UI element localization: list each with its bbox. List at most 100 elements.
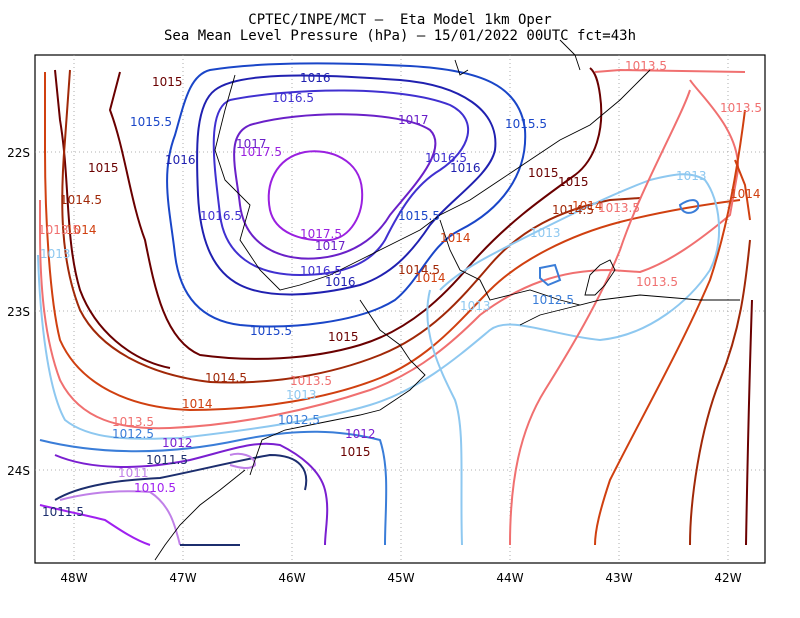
contour-label: 1016.5 [272,91,314,105]
isobar-1010.5 [39,504,151,546]
closed-isobar-small [678,199,700,214]
contour-label: 1014.5 [552,203,594,217]
contour-label: 1015 [328,330,359,344]
contour-label: 1017 [398,113,429,127]
contour-label: 1015.5 [505,117,547,131]
contour-label: 1015.5 [250,324,292,338]
isobar-1012 [54,442,329,546]
isobar-1011.5 [54,454,308,501]
contour-label: 1016.5 [200,209,242,223]
isobar-1012.5 [39,430,388,546]
contour-label: 1015 [528,166,559,180]
lon-tick-label: 45W [387,571,414,585]
contour-label: 1013.5 [720,101,762,115]
isobar-1017 [233,113,437,260]
isobar-1013 [37,173,721,440]
contour-label: 1017.5 [300,227,342,241]
contour-label: 1010.5 [134,481,176,495]
contour-label: 1014.5 [398,263,440,277]
isobar-1014 [44,72,741,411]
contour-label: 1015.5 [398,209,440,223]
isobar-1016.5 [212,89,469,276]
lat-tick-label: 24S [7,464,30,478]
isobars [37,62,753,546]
lon-tick-label: 42W [714,571,741,585]
contour-label: 1016.5 [425,151,467,165]
coastline [154,39,740,561]
title-line-2: Sea Mean Level Pressure (hPa) – 15/01/20… [163,28,636,44]
contour-label: 1014 [440,231,471,245]
contour-label: 1016.5 [300,264,342,278]
contour-label: 1013.5 [625,59,667,73]
map-frame [34,54,766,564]
contour-label: 1013.5 [38,223,80,237]
contour-label: 1017 [315,239,346,253]
lon-axis: 48W 47W 46W 45W 44W 43W 42W [60,571,741,585]
contour-label: 1013 [460,299,491,313]
graticule [35,55,765,563]
isobar-1014-east [594,109,746,546]
contour-label: 1012.5 [112,427,154,441]
contour-label: 1015.5 [130,115,172,129]
isobar-1011 [59,452,256,546]
isobar-1014.5-east [689,239,751,546]
contour-label: 1014 [182,397,213,411]
contour-label: 1014 [730,187,761,201]
isobar-1015-west [54,69,171,369]
closed-isobar-small-2 [539,263,562,287]
map-title: CPTEC/INPE/MCT – Eta Model 1km Oper Sea … [0,12,800,44]
contour-label: 1015 [340,445,371,459]
contour-label: 1014 [572,199,603,213]
lon-tick-label: 44W [496,571,523,585]
contour-label: 1014 [66,223,97,237]
contour-label: 1017.5 [240,145,282,159]
isobar-1015-inner [109,67,603,360]
lon-tick-label: 46W [278,571,305,585]
isobar-1014-northeast [734,159,751,221]
title-line-1: CPTEC/INPE/MCT – Eta Model 1km Oper [248,12,552,28]
contour-label: 1016 [450,161,481,175]
contour-label: 1016 [165,153,196,167]
contour-label: 1013 [286,388,317,402]
contour-label: 1013.5 [290,374,332,388]
isobar-1014.5 [61,69,641,384]
contour-label: 1014.5 [205,371,247,385]
contour-label: 1012.5 [532,293,574,307]
contour-label: 1012 [162,436,193,450]
contour-label: 1014.5 [60,193,102,207]
contour-label: 1015 [152,75,183,89]
contour-label: 1013 [40,247,71,261]
isobar-1015-east [745,299,753,546]
isobar-1015.5 [166,62,527,328]
lat-tick-label: 22S [7,146,30,160]
lon-tick-label: 48W [60,571,87,585]
lat-axis: 22S 23S 24S [7,146,30,478]
contour-label: 1013 [530,226,561,240]
contour-label: 1011 [118,466,149,480]
lat-tick-label: 23S [7,305,30,319]
isobar-1016 [195,74,497,296]
contour-label: 1013 [676,169,707,183]
lon-tick-label: 43W [605,571,632,585]
contour-label: 1011.5 [146,453,188,467]
contour-label: 1015 [88,161,119,175]
isobar-1013.5 [39,79,740,430]
isobar-1013.5-north [594,69,746,73]
isobar-1013-east [426,289,463,546]
isobar-1013.5-east [509,89,691,546]
contour-label: 1013.5 [598,201,640,215]
contour-label: 1011.5 [42,505,84,519]
contour-label: 1017 [236,137,267,151]
contour-label: 1014 [415,271,446,285]
isobar-1017.5 [267,150,364,242]
contour-label: 1013.5 [636,275,678,289]
contour-label: 1013.5 [112,415,154,429]
contour-label: 1012.5 [278,413,320,427]
contour-label: 1012 [345,427,376,441]
contour-label: 1015 [558,175,589,189]
contour-label: 1016 [300,71,331,85]
lon-tick-label: 47W [169,571,196,585]
contour-label: 1016 [325,275,356,289]
